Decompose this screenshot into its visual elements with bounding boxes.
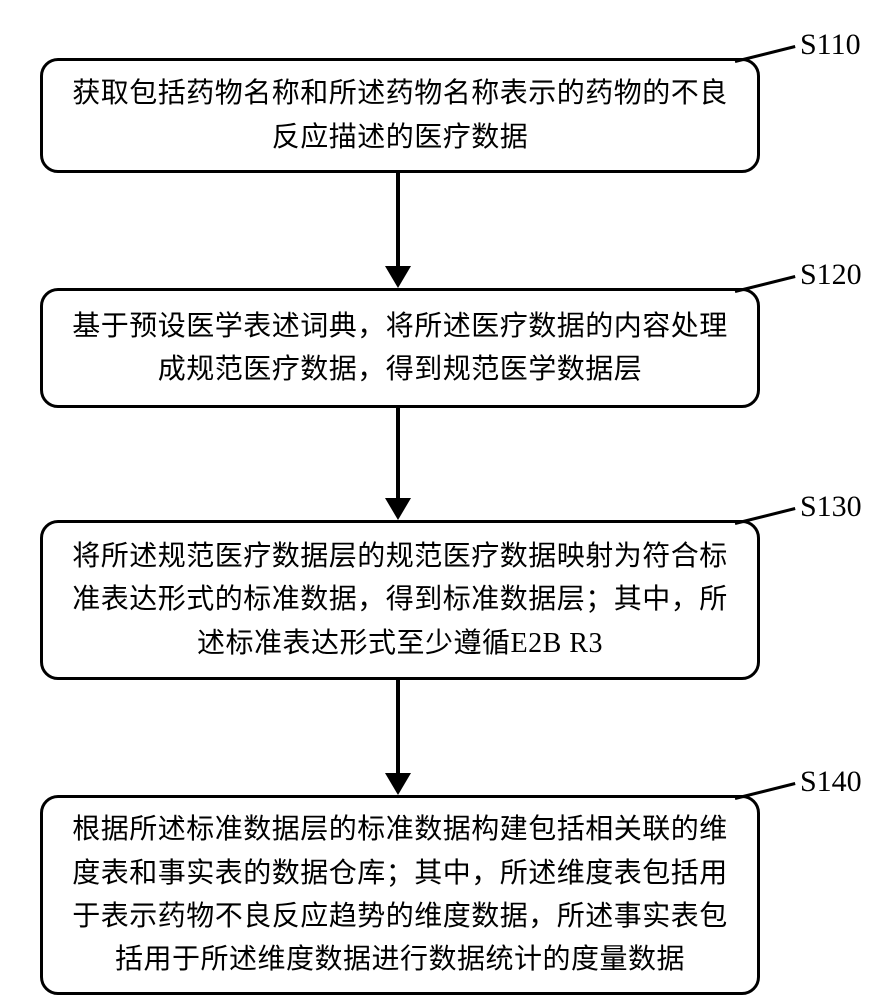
step-label-s110: S110 [800,28,861,62]
flow-node-s140: 根据所述标准数据层的标准数据构建包括相关联的维度表和事实表的数据仓库；其中，所述… [40,795,760,995]
arrow-line-1 [396,173,400,266]
lead-line-s110 [735,45,796,63]
step-label-s120: S120 [800,258,862,292]
flow-node-s110-text: 获取包括药物名称和所述药物名称表示的药物的不良反应描述的医疗数据 [63,72,737,159]
flow-node-s110: 获取包括药物名称和所述药物名称表示的药物的不良反应描述的医疗数据 [40,58,760,173]
arrow-line-2 [396,408,400,498]
flowchart-canvas: 获取包括药物名称和所述药物名称表示的药物的不良反应描述的医疗数据 S110 基于… [0,0,881,1000]
lead-line-s130 [735,507,796,525]
lead-line-s120 [735,275,796,293]
step-label-s140: S140 [800,765,862,799]
flow-node-s120: 基于预设医学表述词典，将所述医疗数据的内容处理成规范医疗数据，得到规范医学数据层 [40,288,760,408]
arrow-line-3 [396,680,400,773]
step-label-s130: S130 [800,490,862,524]
lead-line-s140 [735,782,796,800]
arrow-head-2 [385,498,411,520]
flow-node-s130-text: 将所述规范医疗数据层的规范医疗数据映射为符合标准表达形式的标准数据，得到标准数据… [63,535,737,665]
arrow-head-1 [385,266,411,288]
flow-node-s130: 将所述规范医疗数据层的规范医疗数据映射为符合标准表达形式的标准数据，得到标准数据… [40,520,760,680]
flow-node-s140-text: 根据所述标准数据层的标准数据构建包括相关联的维度表和事实表的数据仓库；其中，所述… [63,808,737,982]
flow-node-s120-text: 基于预设医学表述词典，将所述医疗数据的内容处理成规范医疗数据，得到规范医学数据层 [63,305,737,392]
arrow-head-3 [385,773,411,795]
